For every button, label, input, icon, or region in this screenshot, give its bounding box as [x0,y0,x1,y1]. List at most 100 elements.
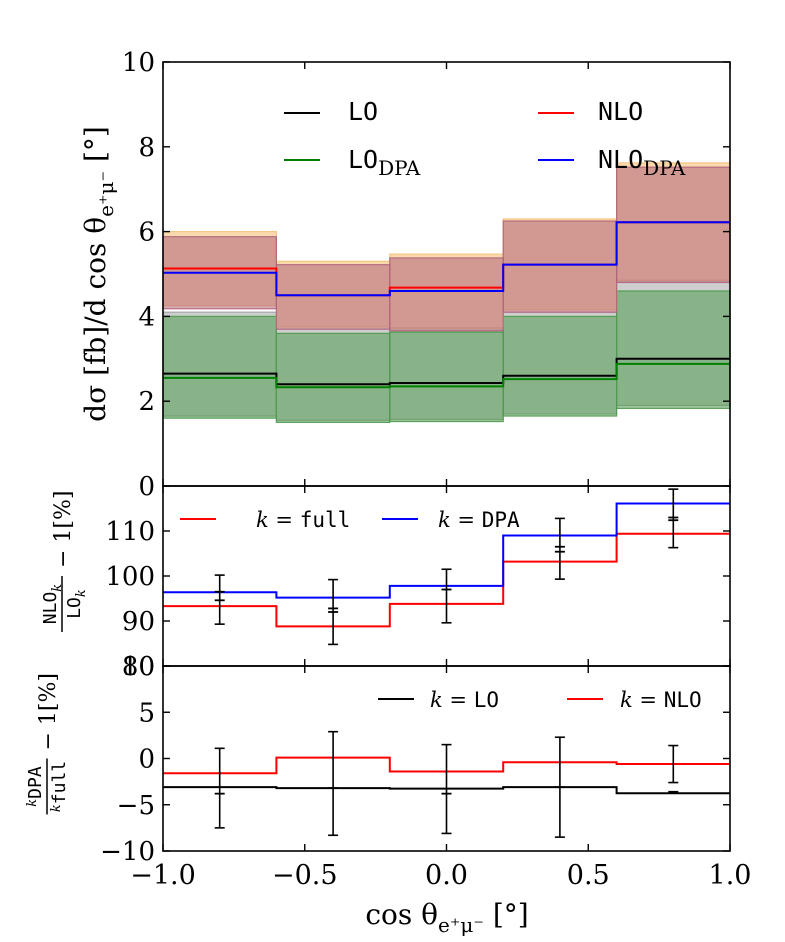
errorbar [554,736,565,838]
y-label-part: NLO [40,592,61,625]
y-axis-label-part: e⁺μ⁻ [94,171,118,217]
legend-label-part: LO [348,145,378,174]
y-tick-label: 6 [138,218,155,248]
y-tick-label: 90 [122,607,155,637]
x-axis-label-part: e⁺μ⁻ [438,913,484,937]
band-LO_DPA-band [162,290,731,423]
x-axis-label-part: cos θ [365,898,438,931]
legend-label-part: DPA [482,508,520,532]
legend-label-part: DPA [378,156,421,180]
legend-label-part: k [256,508,269,532]
y-label-part: k [74,589,89,597]
errorbar [214,574,225,625]
y-label-part: LO [64,597,85,619]
y-tick-label: −5 [117,791,155,821]
band-bin [389,257,504,332]
legend-label-part: NLO [664,688,702,712]
errorbar [328,730,339,837]
errorbar [328,578,339,646]
band-bin [389,331,504,423]
errorbar [441,568,452,624]
legend-label-part: = [269,508,300,532]
x-tick-label: 1.0 [709,860,752,891]
legend-label-part: NLO [598,145,643,174]
y-label-part: k [50,584,65,592]
legend-label-part: NLO [598,97,643,126]
legend-label-part: = [451,508,482,532]
series-NLO-DPA [163,221,730,297]
legend-label: k = full [256,508,350,532]
y-label-numerator: NLOk [40,584,65,625]
errorbar [441,743,452,835]
legend-label-part: = [633,688,664,712]
legend-label: k = NLO [620,688,702,712]
y-axis-label-part: dσ [fb]/d cos θ [79,217,112,422]
legend-label-part: k [438,508,451,532]
errorbar [554,517,565,580]
band-bin [275,332,391,423]
legend-label-part: DPA [643,156,686,180]
series-LO-DPA [163,362,730,389]
y-label-numerator: kDPA [25,766,46,807]
legend-label: LODPA [348,145,421,180]
y-tick-label: 110 [105,517,155,547]
y-label-part: k [49,804,64,812]
y-tick-label: 80 [122,652,155,682]
band-bin [275,264,391,330]
band-bin [502,315,618,417]
legend-label: NLODPA [598,145,686,180]
y-label-tail: − 1[%] [51,491,76,569]
x-axis-label-part: [°] [484,898,529,931]
y-tick-label: 5 [138,698,155,728]
legend-label: k = LO [430,688,499,712]
errorbar [668,744,679,793]
band-bin [615,290,731,410]
y-tick-label: 2 [138,387,155,417]
x-axis-label: cos θe⁺μ⁻ [°] [365,898,528,937]
legend-label-part: LO [474,688,499,712]
legend-label-part: full [300,508,351,532]
y-label-denominator: kfull [49,761,70,812]
legend-label: NLO [598,97,643,126]
y-tick-label: 0 [138,472,155,502]
x-tick-label: −0.5 [272,860,338,891]
legend-label-part: k [430,688,443,712]
x-tick-label: −1.0 [130,860,196,891]
x-tick-label: 0.0 [425,860,468,891]
y-tick-label: 8 [138,133,155,163]
band-bin [162,315,278,419]
x-axis: −1.0 −0.5 0.0 0.5 1.0 cos θe⁺μ⁻ [°] [130,860,751,937]
band-bin [502,220,618,313]
legend: k = full k = DPA [180,508,520,532]
y-label-part: full [49,761,70,804]
y-tick-label: 10 [122,48,155,78]
band-bin [615,166,731,284]
y-axis-label-part: [°] [79,126,112,171]
legend-label-part: LO [348,97,378,126]
legend-label-part: = [443,688,474,712]
y-axis-label: dσ [fb]/d cos θe⁺μ⁻ [°] [79,126,118,422]
x-tick-label: 0.5 [567,860,610,891]
y-tick-label: 4 [138,302,155,332]
y-tick-label: 100 [105,562,155,592]
y-label-part: k [25,799,40,807]
y-label-part: DPA [25,766,46,799]
legend-label: LO [348,97,378,126]
y-tick-label: 0 [138,745,155,775]
y-tick-label: 10 [122,652,155,682]
legend-label: k = DPA [438,508,520,532]
y-label-tail: − 1[%] [36,673,61,751]
y-tick-label: −10 [100,837,155,867]
band-NLO_DPA-band [162,166,731,332]
y-label-denominator: LOk [64,589,89,619]
errorbar [214,747,225,829]
legend-label-part: k [620,688,633,712]
legend: k = LO k = NLO [378,688,702,712]
errorbar [668,488,679,549]
